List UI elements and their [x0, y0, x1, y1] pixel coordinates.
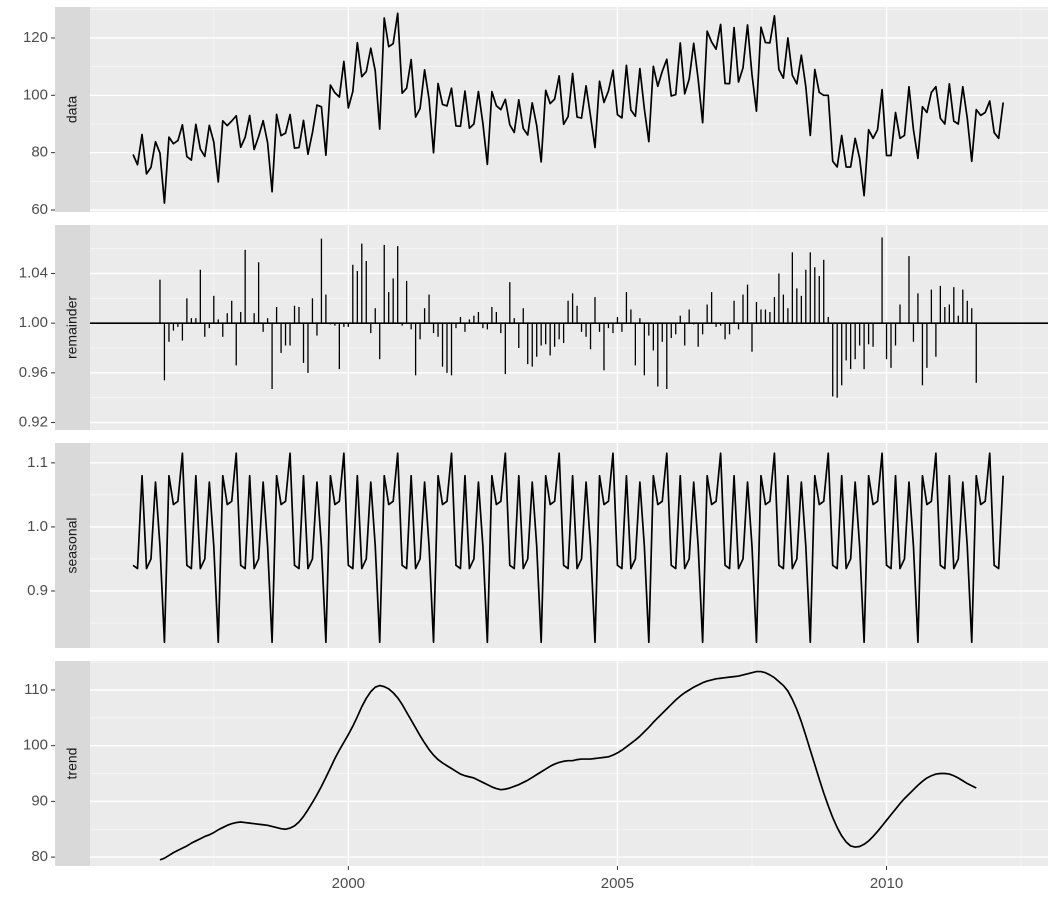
x-tick-label: 2005 [601, 875, 634, 892]
series-line [132, 12, 1005, 204]
series-line [132, 452, 1005, 644]
facet: data 60 80 100 120 [23, 7, 1048, 218]
y-tick-label: 80 [31, 144, 48, 161]
y-tick-label: 110 [24, 681, 48, 698]
y-tick-label: 0.96 [19, 364, 48, 381]
series-line [159, 670, 977, 861]
y-tick-label: 0.9 [27, 582, 48, 599]
facet: seasonal 0.9 1.0 1.1 [27, 443, 1048, 648]
strip-label: remainder [64, 296, 80, 359]
strip-label: seasonal [64, 517, 80, 573]
facet: trend 80 90 100 110 [23, 661, 1048, 866]
panel-background [90, 661, 1048, 866]
strip-label: trend [64, 748, 80, 780]
y-tick-label: 1.1 [27, 454, 48, 471]
facet: remainder 0.92 0.96 1.00 1.04 [19, 225, 1048, 431]
y-tick-label: 1.0 [27, 518, 48, 535]
y-tick-label: 90 [31, 792, 48, 809]
strip-label: data [64, 96, 80, 123]
y-tick-label: 1.04 [19, 264, 48, 281]
strip [55, 661, 90, 866]
y-tick-label: 100 [23, 86, 48, 103]
y-tick-label: 1.00 [19, 314, 48, 331]
y-tick-label: 60 [31, 201, 48, 218]
panel-background [90, 225, 1048, 430]
y-tick-label: 120 [23, 29, 48, 46]
y-tick-label: 80 [31, 848, 48, 865]
strip [55, 7, 90, 212]
y-tick-label: 100 [23, 737, 48, 754]
x-tick-label: 2010 [870, 875, 903, 892]
strip [55, 225, 90, 430]
y-tick-label: 0.92 [19, 414, 48, 431]
x-tick-label: 2000 [332, 875, 365, 892]
strip [55, 443, 90, 648]
